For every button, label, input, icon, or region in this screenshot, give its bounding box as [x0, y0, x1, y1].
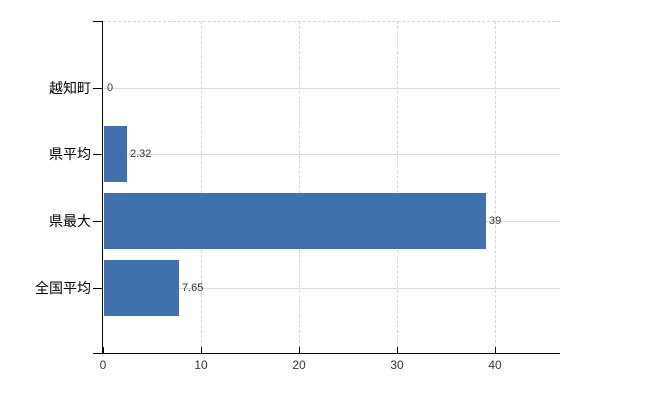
gridline-vertical	[201, 21, 202, 353]
gridline-vertical	[299, 21, 300, 353]
x-axis-tick	[495, 347, 496, 353]
y-axis-tick	[93, 88, 103, 89]
category-gridline	[103, 288, 560, 289]
bar	[104, 260, 179, 316]
bar-value-label: 39	[489, 215, 502, 227]
y-axis-tick	[93, 21, 103, 22]
x-tick-label: 40	[488, 358, 502, 372]
category-gridline	[103, 154, 560, 155]
x-tick-label: 10	[194, 358, 208, 372]
x-tick-label: 30	[390, 358, 404, 372]
y-axis-tick	[93, 221, 103, 222]
y-axis	[102, 21, 103, 353]
bar	[104, 193, 486, 249]
x-axis-tick	[397, 347, 398, 353]
gridline-vertical	[495, 21, 496, 353]
y-axis-tick	[93, 154, 103, 155]
x-tick-label: 0	[99, 358, 107, 372]
x-axis-tick	[299, 347, 300, 353]
bar-value-label: 7.65	[182, 282, 204, 294]
plot-top-border	[103, 21, 560, 22]
x-tick-label: 20	[292, 358, 306, 372]
category-label: 県最大	[49, 213, 91, 229]
category-label: 県平均	[49, 146, 91, 162]
category-gridline	[103, 88, 560, 89]
x-axis	[93, 353, 560, 354]
category-label: 越知町	[49, 80, 91, 96]
bar-value-label: 0	[107, 82, 114, 94]
category-label: 全国平均	[35, 280, 91, 296]
y-axis-tick	[93, 288, 103, 289]
bar	[104, 126, 127, 182]
x-axis-tick	[103, 347, 104, 353]
gridline-vertical	[397, 21, 398, 353]
x-axis-tick	[201, 347, 202, 353]
bar-value-label: 2.32	[130, 148, 152, 160]
